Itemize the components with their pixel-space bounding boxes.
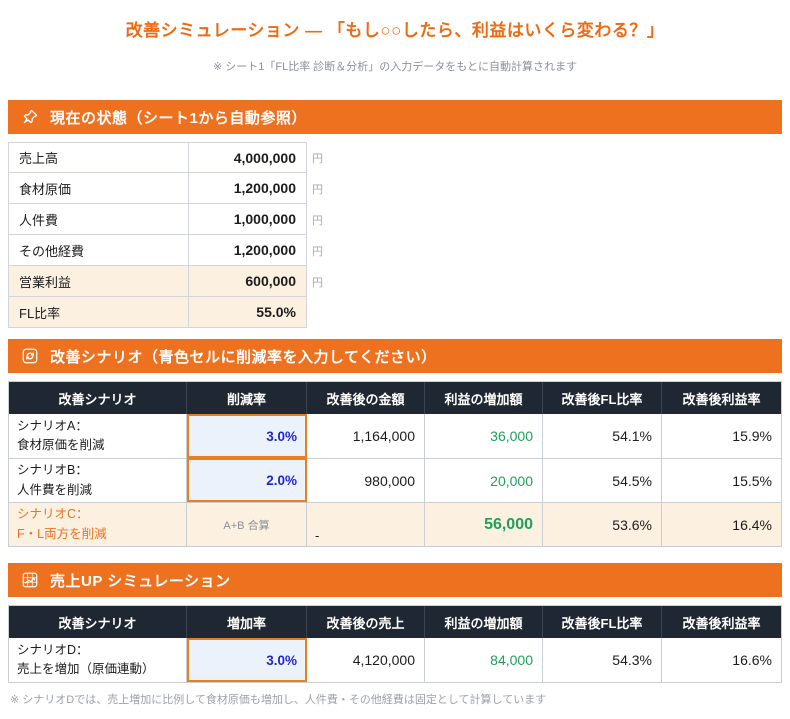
- column-header: 改善後の売上: [307, 606, 425, 638]
- column-header: 増加率: [187, 606, 307, 638]
- fl-ratio-after-cell: 54.1%: [543, 414, 662, 458]
- row-unit: 円: [312, 214, 323, 227]
- section-title-improvement-scenarios: 改善シナリオ（青色セルに削減率を入力してください）: [50, 348, 437, 366]
- table-row-scenario-b: シナリオB： 人件費を削減 2.0% 980,000 20,000 54.5% …: [9, 458, 781, 502]
- table-row: 人件費 1,000,000 円: [8, 204, 782, 235]
- sales-after-cell: 4,120,000: [307, 638, 425, 682]
- page-subtitle: ※ シート1「FL比率 診断＆分析」の入力データをもとに自動計算されます: [212, 61, 578, 73]
- column-header: 改善後利益率: [682, 391, 761, 407]
- scenario-name: シナリオC： F・L両方を削減: [9, 502, 187, 546]
- column-header: 改善シナリオ: [9, 382, 187, 414]
- profit-ratio-after-cell: 15.5%: [662, 458, 781, 502]
- table-header-row: 改善シナリオ 増加率 改善後の売上 利益の増加額 改善後FL比率 改善後利益率: [9, 606, 781, 638]
- row-value: 55.0%: [188, 297, 307, 328]
- row-value: 4,000,000: [188, 142, 307, 173]
- profit-ratio-after-cell: 16.4%: [662, 502, 781, 546]
- profit-increase-cell: 20,000: [425, 458, 543, 502]
- row-value: 1,200,000: [188, 173, 307, 204]
- column-header: 改善後FL比率: [543, 382, 662, 414]
- fl-ratio-after-cell: 53.6%: [543, 502, 662, 546]
- refresh-icon: [21, 347, 39, 365]
- scenario-name: シナリオB： 人件費を削減: [9, 458, 187, 502]
- scenario-name-line2: 人件費を削減: [17, 482, 93, 497]
- table-header-row: 改善シナリオ 削減率 改善後の金額 利益の増加額 改善後FL比率 改善後利益率: [9, 382, 781, 414]
- row-unit: 円: [312, 276, 323, 289]
- scenario-name-line2: 食材原価を削減: [17, 438, 105, 452]
- section-header-sales-up: 売上UP シミュレーション: [8, 563, 782, 597]
- scenario-d-footnote: ※ シナリオDでは、売上増加に比例して食材原価も増加し、人件費・その他経費は固定…: [10, 694, 547, 706]
- row-label: FL比率: [8, 297, 188, 328]
- sales-up-table: 改善シナリオ 増加率 改善後の売上 利益の増加額 改善後FL比率 改善後利益率 …: [8, 605, 782, 683]
- table-row-fl-ratio: FL比率 55.0%: [8, 297, 782, 328]
- scenario-name-line2: 売上を増加（原価連動）: [17, 662, 155, 676]
- table-row-operating-profit: 営業利益 600,000 円: [8, 266, 782, 297]
- row-unit: 円: [312, 183, 323, 196]
- profit-increase-cell: 36,000: [425, 414, 543, 458]
- table-row: 食材原価 1,200,000 円: [8, 173, 782, 204]
- section-header-improvement-scenarios: 改善シナリオ（青色セルに削減率を入力してください）: [8, 339, 782, 373]
- row-value: 1,200,000: [188, 235, 307, 266]
- fl-ratio-after-cell: 54.3%: [543, 638, 662, 682]
- current-state-table: 売上高 4,000,000 円 食材原価 1,200,000 円 人件費 1,0…: [8, 142, 782, 328]
- row-label: 営業利益: [8, 266, 188, 297]
- scenario-name-line1: シナリオD：: [17, 642, 89, 657]
- row-label: 人件費: [8, 204, 188, 235]
- profit-increase-cell: 84,000: [425, 638, 543, 682]
- rate-note-cell: A+B 合算: [187, 502, 307, 546]
- reduction-rate-input[interactable]: 2.0%: [187, 458, 307, 502]
- improvement-scenarios-table: 改善シナリオ 削減率 改善後の金額 利益の増加額 改善後FL比率 改善後利益率 …: [8, 381, 782, 547]
- scenario-name: シナリオA： 食材原価を削減: [9, 414, 187, 458]
- table-row-scenario-d: シナリオD： 売上を増加（原価連動） 3.0% 4,120,000 84,000…: [9, 638, 781, 682]
- row-label: その他経費: [8, 235, 188, 266]
- scenario-name-line1: シナリオC：: [17, 507, 89, 522]
- amount-after-cell: -: [307, 502, 425, 546]
- increase-rate-input[interactable]: 3.0%: [187, 638, 307, 682]
- column-header: 改善後の金額: [307, 382, 425, 414]
- column-header: 改善後FL比率: [543, 606, 662, 638]
- row-value: 1,000,000: [188, 204, 307, 235]
- row-unit: [307, 297, 337, 328]
- pin-icon: [21, 108, 39, 126]
- scenario-name: シナリオD： 売上を増加（原価連動）: [9, 638, 187, 682]
- scenario-name-line1: シナリオB：: [17, 463, 88, 478]
- row-unit: 円: [312, 245, 323, 258]
- amount-after-cell: 980,000: [307, 458, 425, 502]
- section-title-current-state: 現在の状態（シート1から自動参照）: [50, 109, 307, 127]
- column-header: 改善シナリオ: [9, 606, 187, 638]
- scenario-name-line2: F・L両方を削減: [17, 526, 107, 541]
- row-label: 食材原価: [8, 173, 188, 204]
- page-title: 改善シミュレーション ― 「もし○○したら、利益はいくら変わる？」: [125, 21, 665, 40]
- row-value: 600,000: [188, 266, 307, 297]
- amount-after-cell: 1,164,000: [307, 414, 425, 458]
- fl-ratio-after-cell: 54.5%: [543, 458, 662, 502]
- column-header: 改善後利益率: [682, 615, 761, 631]
- table-row: その他経費 1,200,000 円: [8, 235, 782, 266]
- column-header: 利益の増加額: [425, 382, 543, 414]
- profit-increase-cell: 56,000: [425, 502, 543, 546]
- reduction-rate-input[interactable]: 3.0%: [187, 414, 307, 458]
- section-header-current-state: 現在の状態（シート1から自動参照）: [8, 100, 782, 134]
- profit-ratio-after-cell: 15.9%: [732, 428, 772, 444]
- row-unit: 円: [312, 152, 323, 165]
- chart-up-icon: [21, 571, 39, 589]
- column-header: 削減率: [187, 382, 307, 414]
- section-title-sales-up: 売上UP シミュレーション: [50, 572, 231, 590]
- column-header: 利益の増加額: [425, 606, 543, 638]
- table-row: 売上高 4,000,000 円: [8, 142, 782, 173]
- table-row-scenario-a: シナリオA： 食材原価を削減 3.0% 1,164,000 36,000 54.…: [9, 414, 781, 458]
- scenario-name-line1: シナリオA：: [17, 418, 88, 433]
- table-row-scenario-c: シナリオC： F・L両方を削減 A+B 合算 - 56,000 53.6% 16…: [9, 502, 781, 546]
- row-label: 売上高: [8, 142, 188, 173]
- profit-ratio-after-cell: 16.6%: [732, 652, 772, 668]
